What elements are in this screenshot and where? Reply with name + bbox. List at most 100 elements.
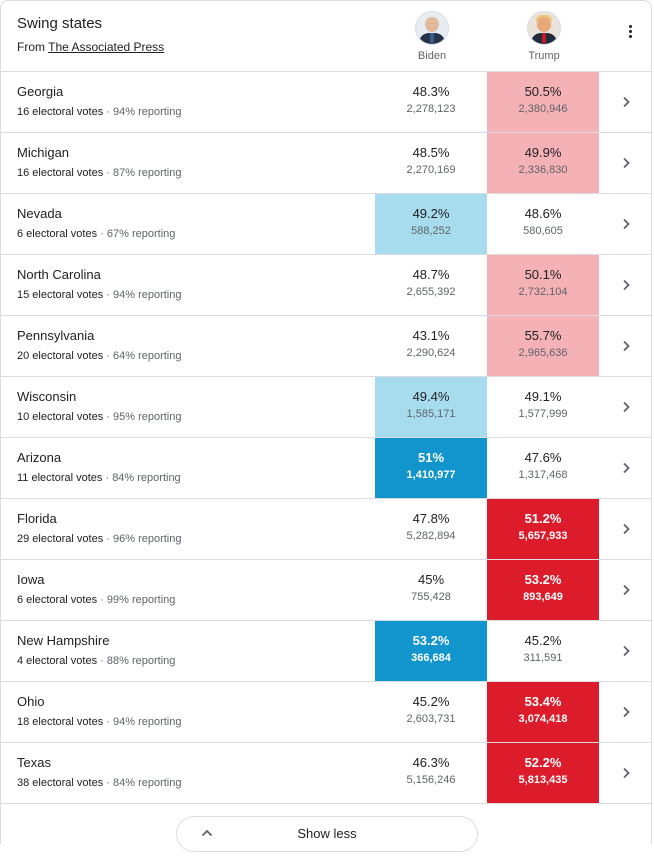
show-less-button[interactable]: Show less: [176, 816, 478, 852]
chevron-right-icon[interactable]: [617, 642, 635, 660]
biden-votes: 2,655,392: [406, 286, 456, 298]
trump-votes: 2,380,946: [518, 103, 568, 115]
chevron-right-icon[interactable]: [617, 581, 635, 599]
state-name: Nevada: [17, 206, 62, 221]
states-list: Georgia 16 electoral votes · 94% reportin…: [1, 72, 651, 804]
biden-percent: 45.2%: [412, 694, 450, 709]
state-meta: 6 electoral votes · 99% reporting: [17, 594, 176, 606]
chevron-right-icon[interactable]: [617, 93, 635, 111]
more-options-icon[interactable]: [621, 23, 639, 43]
biden-result: 48.7% 2,655,392: [375, 255, 487, 315]
chevron-right-icon[interactable]: [617, 764, 635, 782]
biden-result: 49.2% 588,252: [375, 194, 487, 254]
biden-votes: 2,278,123: [406, 103, 456, 115]
state-row-wisconsin[interactable]: Wisconsin 10 electoral votes · 95% report…: [1, 377, 651, 438]
electoral-votes: 16 electoral votes: [17, 106, 104, 118]
trump-result: 53.4% 3,074,418: [487, 682, 599, 742]
state-row-florida[interactable]: Florida 29 electoral votes · 96% reportin…: [1, 499, 651, 560]
chevron-right-icon[interactable]: [617, 276, 635, 294]
state-row-ohio[interactable]: Ohio 18 electoral votes · 94% reporting 45…: [1, 682, 651, 743]
biden-result: 47.8% 5,282,894: [375, 499, 487, 559]
trump-votes: 5,813,435: [518, 774, 568, 786]
biden-percent: 47.8%: [412, 511, 450, 526]
electoral-votes: 38 electoral votes: [17, 777, 104, 789]
card-footer: Show less: [1, 804, 651, 864]
state-meta: 18 electoral votes · 94% reporting: [17, 716, 182, 728]
trump-votes: 3,074,418: [518, 713, 568, 725]
trump-percent: 48.6%: [524, 206, 562, 221]
biden-percent: 51%: [417, 450, 445, 465]
biden-votes: 588,252: [411, 225, 451, 237]
biden-result: 51% 1,410,977: [375, 438, 487, 498]
candidate-biden: Biden: [387, 11, 477, 62]
state-row-georgia[interactable]: Georgia 16 electoral votes · 94% reportin…: [1, 72, 651, 133]
chevron-right-icon[interactable]: [617, 154, 635, 172]
trump-votes: 2,732,104: [518, 286, 568, 298]
reporting-status: 96% reporting: [113, 533, 182, 545]
trump-avatar: [527, 11, 561, 45]
trump-votes: 5,657,933: [518, 530, 568, 542]
trump-percent: 45.2%: [524, 633, 562, 648]
trump-percent: 50.1%: [524, 267, 562, 282]
reporting-status: 94% reporting: [113, 716, 182, 728]
state-row-new-hampshire[interactable]: New Hampshire 4 electoral votes · 88% rep…: [1, 621, 651, 682]
candidate-trump: Trump: [499, 11, 589, 62]
state-row-north-carolina[interactable]: North Carolina 15 electoral votes · 94% r…: [1, 255, 651, 316]
source-link[interactable]: The Associated Press: [48, 40, 165, 54]
trump-percent: 53.2%: [524, 572, 562, 587]
electoral-votes: 20 electoral votes: [17, 350, 104, 362]
electoral-votes: 16 electoral votes: [17, 167, 104, 179]
biden-percent: 46.3%: [412, 755, 450, 770]
trump-percent: 50.5%: [524, 84, 562, 99]
trump-votes: 1,317,468: [518, 469, 568, 481]
electoral-votes: 6 electoral votes: [17, 594, 98, 606]
electoral-votes: 6 electoral votes: [17, 228, 98, 240]
trump-result: 52.2% 5,813,435: [487, 743, 599, 803]
state-meta: 20 electoral votes · 64% reporting: [17, 350, 182, 362]
biden-percent: 53.2%: [412, 633, 450, 648]
state-meta: 6 electoral votes · 67% reporting: [17, 228, 176, 240]
biden-percent: 49.4%: [412, 389, 450, 404]
chevron-right-icon[interactable]: [617, 215, 635, 233]
chevron-right-icon[interactable]: [617, 520, 635, 538]
trump-votes: 2,965,636: [518, 347, 568, 359]
reporting-status: 99% reporting: [106, 594, 176, 606]
biden-votes: 2,270,169: [406, 164, 456, 176]
chevron-up-icon: [201, 829, 213, 837]
chevron-right-icon[interactable]: [617, 337, 635, 355]
card-title: Swing states: [17, 15, 103, 32]
trump-votes: 893,649: [523, 591, 563, 603]
biden-percent: 48.3%: [412, 84, 450, 99]
trump-result: 49.9% 2,336,830: [487, 133, 599, 193]
state-row-texas[interactable]: Texas 38 electoral votes · 84% reporting 4…: [1, 743, 651, 804]
trump-percent: 51.2%: [524, 511, 562, 526]
state-row-michigan[interactable]: Michigan 16 electoral votes · 87% reporti…: [1, 133, 651, 194]
show-less-label: Show less: [297, 826, 357, 841]
biden-votes: 5,282,894: [406, 530, 456, 542]
state-name: Pennsylvania: [17, 328, 95, 343]
chevron-right-icon[interactable]: [617, 398, 635, 416]
state-row-pennsylvania[interactable]: Pennsylvania 20 electoral votes · 64% rep…: [1, 316, 651, 377]
state-name: Georgia: [17, 84, 64, 99]
trump-result: 53.2% 893,649: [487, 560, 599, 620]
state-name: Wisconsin: [17, 389, 77, 404]
reporting-status: 87% reporting: [113, 167, 182, 179]
state-row-arizona[interactable]: Arizona 11 electoral votes · 84% reportin…: [1, 438, 651, 499]
state-row-iowa[interactable]: Iowa 6 electoral votes · 99% reporting 45%…: [1, 560, 651, 621]
chevron-right-icon[interactable]: [617, 703, 635, 721]
state-meta: 29 electoral votes · 96% reporting: [17, 533, 182, 545]
state-meta: 11 electoral votes · 84% reporting: [17, 472, 181, 484]
biden-result: 45.2% 2,603,731: [375, 682, 487, 742]
biden-result: 45% 755,428: [375, 560, 487, 620]
biden-percent: 43.1%: [412, 328, 450, 343]
state-meta: 38 electoral votes · 84% reporting: [17, 777, 182, 789]
biden-result: 46.3% 5,156,246: [375, 743, 487, 803]
biden-percent: 45%: [417, 572, 445, 587]
state-row-nevada[interactable]: Nevada 6 electoral votes · 67% reporting 4…: [1, 194, 651, 255]
reporting-status: 95% reporting: [113, 411, 182, 423]
biden-votes: 755,428: [411, 591, 451, 603]
chevron-right-icon[interactable]: [617, 459, 635, 477]
reporting-status: 88% reporting: [106, 655, 176, 667]
biden-name: Biden: [417, 50, 447, 62]
